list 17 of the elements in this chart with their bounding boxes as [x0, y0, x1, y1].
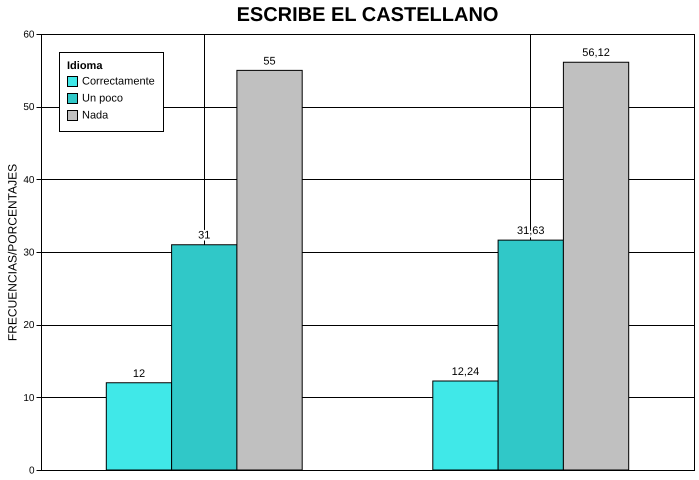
y-tick-label: 60	[23, 30, 35, 40]
y-tick-label: 0	[28, 466, 35, 476]
y-tick-label: 20	[23, 320, 35, 332]
data-label: 55	[263, 55, 276, 68]
y-tick-label: 40	[23, 174, 35, 186]
data-label: 56,12	[582, 47, 610, 60]
legend-label: Nada	[82, 110, 110, 122]
data-label: 12,24	[452, 366, 480, 378]
legend-label: Un poco	[82, 92, 123, 104]
data-label: 12	[132, 368, 146, 380]
y-tick-label: 50	[23, 102, 35, 114]
y-axis-title: FRECUENCIAS/PORCENTAJES	[5, 164, 20, 342]
chart-title: ESCRIBE EL CASTELLANO	[236, 4, 498, 26]
legend-label: Correctamente	[82, 76, 155, 88]
legend-title: Idioma	[67, 60, 104, 72]
y-tick-label: 10	[23, 392, 35, 404]
y-tick-label: 30	[23, 248, 35, 258]
